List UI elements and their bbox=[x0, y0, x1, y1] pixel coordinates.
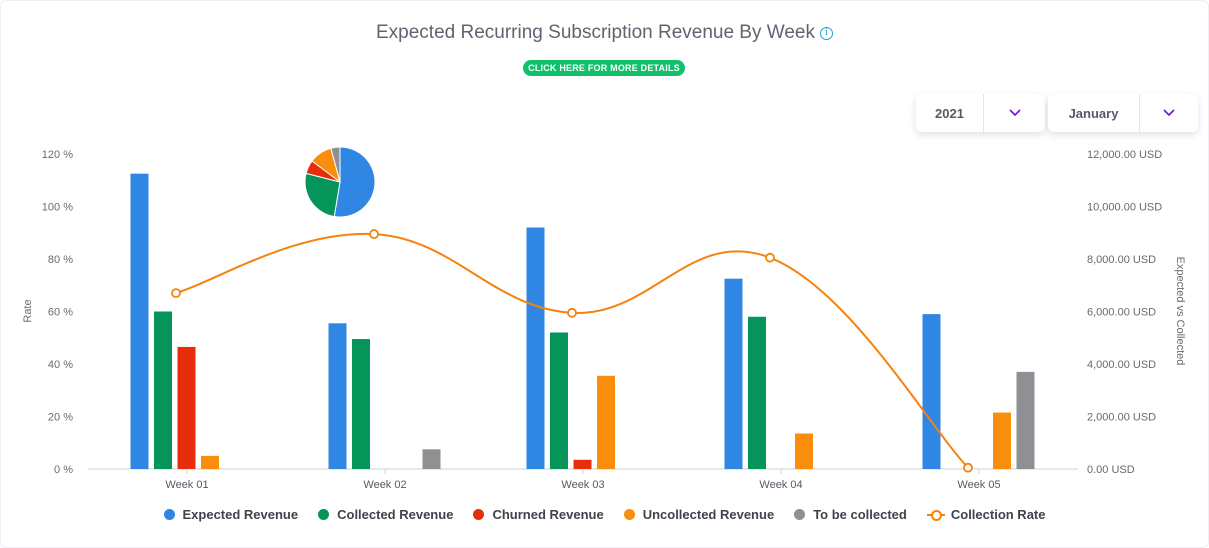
more-details-button[interactable]: CLICK HERE FOR MORE DETAILS bbox=[523, 60, 685, 76]
collection-rate-point bbox=[567, 307, 577, 318]
chevron-down-icon[interactable] bbox=[1140, 109, 1198, 117]
legend-label: Collected Revenue bbox=[337, 507, 454, 522]
x-tick-label: Week 03 bbox=[561, 479, 604, 491]
bar-expected-revenue bbox=[328, 323, 347, 469]
legend-item-churned[interactable]: Churned Revenue bbox=[473, 507, 604, 522]
pie-slice bbox=[304, 172, 341, 218]
y-left-axis-title: Rate bbox=[22, 299, 34, 322]
y-right-tick-label: 10,000.00 USD bbox=[1087, 202, 1162, 214]
month-select[interactable]: January bbox=[1048, 94, 1198, 132]
legend-item-to-be-collected[interactable]: To be collected bbox=[794, 507, 907, 522]
legend-swatch bbox=[318, 509, 330, 520]
chart-legend: Expected Revenue Collected Revenue Churn… bbox=[0, 507, 1209, 522]
x-tick-label: Week 01 bbox=[165, 479, 208, 491]
y-right-axis-title: Expected vs Collected bbox=[1174, 257, 1186, 366]
y-right-tick-label: 6,000.00 USD bbox=[1087, 307, 1156, 319]
bar-churned-revenue bbox=[177, 346, 196, 469]
bar-churned-revenue bbox=[573, 459, 592, 469]
info-icon[interactable]: i bbox=[820, 27, 833, 40]
legend-label: To be collected bbox=[813, 507, 907, 522]
legend-item-collected[interactable]: Collected Revenue bbox=[318, 507, 453, 522]
bar-expected-revenue bbox=[130, 173, 149, 469]
y-left-tick-label: 120 % bbox=[42, 149, 73, 161]
legend-swatch bbox=[794, 509, 806, 520]
bar-collected-revenue bbox=[550, 332, 568, 469]
year-select[interactable]: 2021 bbox=[916, 94, 1045, 132]
x-tick-label: Week 04 bbox=[759, 479, 802, 491]
y-left-tick-label: 40 % bbox=[48, 359, 73, 371]
bar-uncollected-revenue bbox=[795, 433, 813, 469]
y-left-tick-label: 100 % bbox=[42, 202, 73, 214]
chart-title: Expected Recurring Subscription Revenue … bbox=[376, 22, 815, 43]
legend-swatch bbox=[473, 509, 485, 520]
pie-slice bbox=[333, 146, 376, 218]
bar-expected-revenue bbox=[526, 227, 545, 469]
collection-rate-point bbox=[963, 462, 973, 473]
x-tick-label: Week 05 bbox=[957, 479, 1000, 491]
collection-rate-point bbox=[765, 252, 775, 263]
select-divider bbox=[1139, 94, 1140, 132]
select-divider bbox=[983, 94, 984, 132]
chevron-down-icon[interactable] bbox=[984, 109, 1045, 117]
y-right-tick-label: 8,000.00 USD bbox=[1087, 254, 1156, 266]
pie-slice bbox=[330, 146, 341, 183]
chart-header: Expected Recurring Subscription Revenue … bbox=[0, 22, 1209, 44]
y-right-tick-label: 0.00 USD bbox=[1087, 464, 1135, 476]
legend-swatch bbox=[163, 509, 175, 520]
month-value: January bbox=[1068, 105, 1119, 121]
y-right-tick-label: 12,000.00 USD bbox=[1087, 149, 1162, 161]
bar-expected-revenue bbox=[724, 278, 743, 469]
bar-collected-revenue bbox=[154, 311, 172, 469]
collection-rate-line bbox=[175, 232, 969, 469]
bar-to-be-collected bbox=[1016, 371, 1035, 469]
y-right-tick-label: 2,000.00 USD bbox=[1087, 412, 1156, 424]
legend-label: Uncollected Revenue bbox=[642, 507, 775, 522]
collection-rate-point bbox=[171, 288, 181, 299]
legend-item-uncollected[interactable]: Uncollected Revenue bbox=[623, 507, 775, 522]
bar-expected-revenue bbox=[922, 314, 941, 469]
legend-label: Expected Revenue bbox=[182, 507, 299, 522]
y-left-tick-label: 0 % bbox=[54, 464, 73, 476]
bar-collected-revenue bbox=[352, 339, 370, 469]
legend-item-expected[interactable]: Expected Revenue bbox=[163, 507, 299, 522]
legend-line-swatch bbox=[926, 509, 945, 521]
legend-item-collection-rate[interactable]: Collection Rate bbox=[926, 507, 1046, 522]
collection-rate-point bbox=[369, 229, 379, 239]
year-value: 2021 bbox=[935, 105, 964, 121]
legend-label: Churned Revenue bbox=[492, 507, 604, 522]
y-left-tick-label: 60 % bbox=[48, 307, 73, 319]
bar-uncollected-revenue bbox=[201, 455, 219, 469]
bar-uncollected-revenue bbox=[993, 412, 1011, 469]
y-left-tick-label: 80 % bbox=[48, 254, 73, 266]
bar-to-be-collected bbox=[422, 449, 441, 469]
y-left-tick-label: 20 % bbox=[48, 412, 73, 424]
legend-label: Collection Rate bbox=[950, 507, 1046, 522]
y-right-tick-label: 4,000.00 USD bbox=[1087, 359, 1156, 371]
legend-swatch bbox=[623, 509, 635, 520]
bar-collected-revenue bbox=[748, 316, 766, 469]
x-tick-label: Week 02 bbox=[363, 479, 406, 491]
bar-uncollected-revenue bbox=[597, 375, 615, 469]
